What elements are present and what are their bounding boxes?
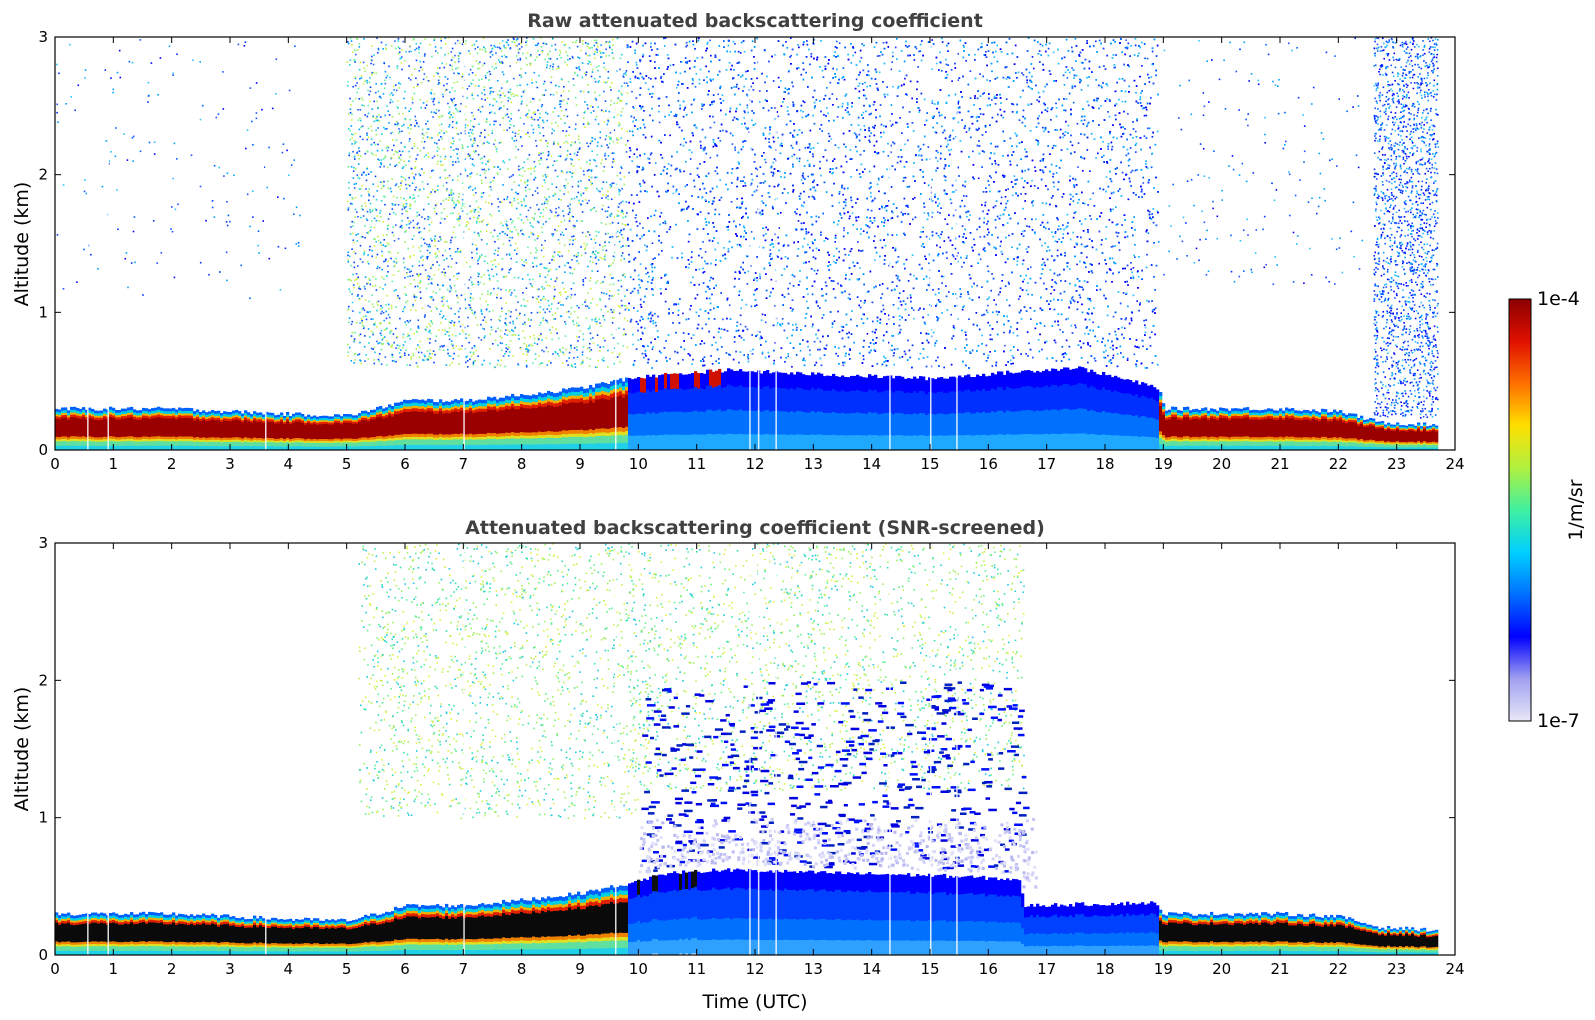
colorbar-min-label: 1e-7 (1537, 710, 1580, 732)
raw-noise-region-0 (56, 39, 301, 299)
screened-x-tick-label: 6 (400, 960, 410, 978)
raw-x-tick-label: 5 (342, 455, 352, 473)
colorbar-gradient (1508, 298, 1532, 722)
colorbar-unit-label: 1/m/sr (1565, 479, 1587, 540)
raw-noise-region-2 (626, 37, 1159, 369)
screened-boundary-layer (55, 868, 1439, 955)
screened-x-tick-label: 4 (284, 960, 294, 978)
screened-heatmap-area (55, 543, 1439, 955)
raw-x-tick-label: 16 (979, 455, 998, 473)
raw-x-tick-label: 20 (1212, 455, 1231, 473)
raw-x-tick-label: 11 (687, 455, 706, 473)
screened-x-tick-label: 10 (629, 960, 648, 978)
screened-x-tick-label: 3 (225, 960, 235, 978)
raw-x-tick-label: 18 (1095, 455, 1114, 473)
screened-x-tick-label: 5 (342, 960, 352, 978)
screened-x-tick-label: 17 (1037, 960, 1056, 978)
raw-x-tick-label: 2 (167, 455, 177, 473)
screened-panel-title: Attenuated backscattering coefficient (S… (465, 517, 1045, 539)
raw-heatmap-area (55, 37, 1439, 450)
snr-screened-panel: Attenuated backscattering coefficient (S… (11, 517, 1465, 1013)
x-axis-label: Time (UTC) (701, 991, 807, 1013)
raw-x-tick-label: 9 (575, 455, 585, 473)
screened-x-tick-label: 0 (50, 960, 60, 978)
screened-x-tick-label: 9 (575, 960, 585, 978)
screened-data-gaps (87, 543, 958, 955)
raw-noise-region-1 (346, 37, 629, 369)
screened-y-tick-label: 0 (38, 946, 48, 964)
screened-x-tick-label: 18 (1095, 960, 1114, 978)
screened-x-tick-label: 15 (920, 960, 939, 978)
screened-x-tick-label: 1 (109, 960, 119, 978)
screened-x-tick-label: 14 (862, 960, 881, 978)
screened-noise-region-3 (638, 817, 1038, 889)
colorbar-max-label: 1e-4 (1537, 288, 1580, 310)
screened-y-tick-label: 1 (38, 809, 48, 827)
raw-x-tick-label: 4 (284, 455, 294, 473)
screened-x-tick-label: 19 (1154, 960, 1173, 978)
screened-y-axis-label: Altitude (km) (11, 687, 33, 812)
screened-noise-region-1 (638, 543, 1025, 792)
screened-x-axis: 0 1 2 3 4 5 6 7 8 9 10 11 12 13 14 15 16 17 18 19 20 21 22 23 24 (50, 543, 1465, 978)
screened-x-tick-label: 24 (1445, 960, 1464, 978)
raw-boundary-layer (55, 366, 1439, 450)
raw-x-tick-label: 7 (459, 455, 469, 473)
screened-x-tick-label: 16 (979, 960, 998, 978)
raw-y-tick-label: 1 (38, 303, 48, 321)
colorbar: 1e-4 1e-7 1/m/sr (1508, 288, 1587, 732)
screened-y-axis: 0 1 2 3 (38, 534, 1455, 964)
raw-panel-title: Raw attenuated backscattering coefficien… (527, 10, 983, 32)
raw-x-tick-label: 12 (745, 455, 764, 473)
raw-x-tick-label: 10 (629, 455, 648, 473)
raw-y-tick-label: 2 (38, 166, 48, 184)
raw-x-axis: 0 1 2 3 4 5 6 7 8 9 10 11 12 13 14 15 16 17 18 19 20 21 22 23 24 (50, 37, 1465, 473)
screened-x-tick-label: 20 (1212, 960, 1231, 978)
screened-y-tick-label: 3 (38, 534, 48, 552)
raw-x-tick-label: 3 (225, 455, 235, 473)
raw-x-tick-label: 17 (1037, 455, 1056, 473)
raw-x-tick-label: 1 (109, 455, 119, 473)
raw-x-tick-label: 21 (1270, 455, 1289, 473)
raw-x-tick-label: 14 (862, 455, 881, 473)
raw-noise-region-3 (1158, 37, 1364, 286)
raw-x-tick-label: 23 (1387, 455, 1406, 473)
raw-x-tick-label: 19 (1154, 455, 1173, 473)
raw-y-tick-label: 3 (38, 28, 48, 46)
raw-x-tick-label: 6 (400, 455, 410, 473)
raw-data-gaps (87, 37, 958, 450)
raw-x-tick-label: 24 (1445, 455, 1464, 473)
screened-x-tick-label: 22 (1329, 960, 1348, 978)
raw-x-tick-label: 8 (517, 455, 527, 473)
screened-x-tick-label: 11 (687, 960, 706, 978)
screened-x-tick-label: 12 (745, 960, 764, 978)
raw-backscatter-panel: Raw attenuated backscattering coefficien… (11, 10, 1465, 473)
screened-x-tick-label: 7 (459, 960, 469, 978)
raw-y-tick-label: 0 (38, 441, 48, 459)
screened-x-tick-label: 21 (1270, 960, 1289, 978)
screened-x-tick-label: 8 (517, 960, 527, 978)
raw-x-tick-label: 13 (804, 455, 823, 473)
raw-x-tick-label: 22 (1329, 455, 1348, 473)
raw-x-tick-label: 0 (50, 455, 60, 473)
raw-noise-region-4 (1373, 37, 1439, 419)
screened-x-tick-label: 13 (804, 960, 823, 978)
raw-y-axis-label: Altitude (km) (11, 182, 33, 307)
screened-noise-region-0 (358, 543, 640, 820)
raw-y-axis: 0 1 2 3 (38, 28, 1455, 459)
screened-y-tick-label: 2 (38, 671, 48, 689)
screened-x-tick-label: 2 (167, 960, 177, 978)
screened-x-tick-label: 23 (1387, 960, 1406, 978)
raw-x-tick-label: 15 (920, 455, 939, 473)
